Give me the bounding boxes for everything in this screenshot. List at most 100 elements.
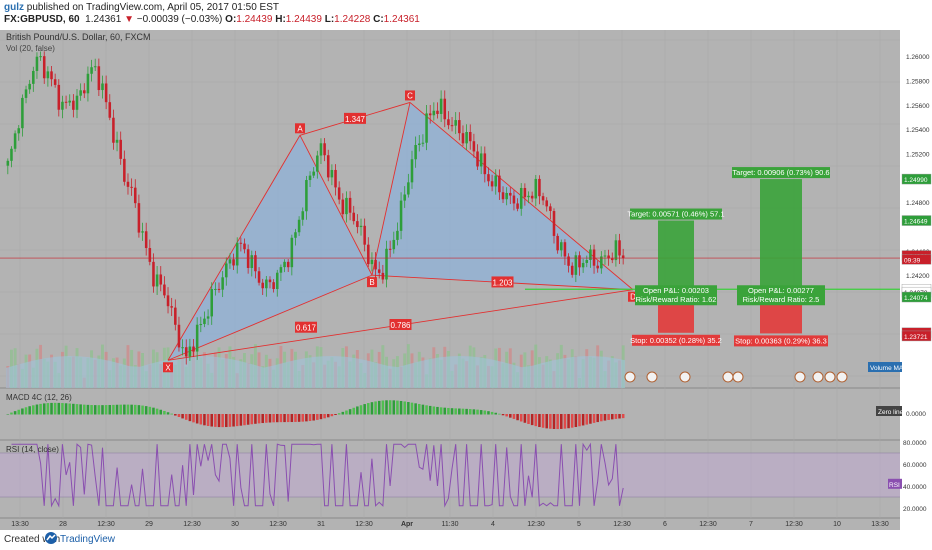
candle-body: [61, 101, 64, 110]
candle-body: [93, 66, 97, 68]
macd-bar: [228, 414, 232, 427]
price-candles: [6, 51, 625, 365]
candle-body: [428, 113, 432, 116]
pattern-line: [167, 135, 301, 361]
candle-body: [458, 120, 461, 134]
candle-body: [530, 195, 534, 199]
candle-body: [159, 274, 163, 285]
publish-info: published on TradingView.com, April 05, …: [26, 2, 279, 13]
time-axis-tick: 12:30: [97, 521, 115, 528]
macd-bar: [265, 414, 268, 423]
macd-bar: [272, 414, 275, 423]
pattern-point-marker: [628, 291, 638, 302]
macd-bar: [316, 414, 319, 420]
macd-bar: [312, 414, 315, 421]
candle-body: [414, 145, 417, 160]
macd-bar: [119, 404, 122, 415]
macd-bar: [141, 405, 144, 415]
macd-bar: [217, 414, 221, 428]
candle-body: [79, 90, 82, 96]
macd-bar: [133, 404, 137, 415]
macd-bar: [534, 414, 538, 427]
time-axis-labels[interactable]: 13:30 28 12:30 29 12:30 30 12:30 31 12:30 Apr 11:3…: [11, 521, 889, 528]
candle-body: [363, 225, 366, 245]
candle-body: [170, 306, 173, 308]
target-label: Target: 0.00906 (0.73%) 90.6: [732, 168, 829, 177]
macd-bar: [367, 403, 370, 415]
macd-bar: [603, 414, 607, 421]
high-value: 1.24439: [285, 14, 322, 25]
macd-bar: [370, 402, 374, 415]
macd-bar: [83, 404, 86, 415]
macd-bar: [225, 414, 228, 428]
candle-body: [272, 282, 275, 290]
pattern-ratio-label: 1.203: [492, 278, 513, 287]
candle-body: [130, 186, 133, 188]
macd-bar: [112, 404, 115, 415]
economic-event-icon: [812, 371, 824, 383]
position-tools[interactable]: Target: 0.00571 (0.46%) 57.1 Open P&L: 0.…: [0, 167, 900, 347]
price-level-tag: [901, 215, 932, 226]
time-axis-tick: 12:30: [699, 521, 717, 528]
rsi-line: [11, 442, 624, 508]
macd-bar: [509, 414, 512, 418]
candle-body: [600, 256, 603, 269]
time-axis-tick: 12:30: [785, 521, 803, 528]
candle-body: [505, 192, 508, 200]
candle-body: [501, 192, 505, 200]
macd-bar: [385, 400, 388, 415]
price-level-label: 1.24990: [904, 177, 928, 184]
candle-body: [265, 279, 268, 289]
macd-bar: [549, 414, 552, 429]
rsi-value-tag: [888, 478, 902, 489]
macd-bar: [188, 414, 192, 422]
candle-body: [312, 171, 315, 176]
event-icons[interactable]: [624, 371, 848, 383]
candle-body: [447, 119, 450, 126]
rsi-axis-tick: 60.0000: [903, 462, 927, 469]
symbol-name[interactable]: FX:GBPUSD, 60: [4, 14, 80, 25]
macd-bar: [184, 414, 188, 420]
macd-bar: [578, 414, 581, 427]
candle-body: [243, 243, 246, 250]
pattern-ratio-box: [295, 321, 317, 333]
candle-body: [541, 196, 545, 201]
macd-bar: [195, 414, 199, 424]
macd-bar: [261, 414, 264, 424]
candle-body: [42, 56, 46, 79]
pattern-point-label: C: [407, 91, 413, 100]
candle-body: [483, 153, 487, 175]
macd-bar: [279, 414, 283, 423]
candle-body: [181, 347, 184, 349]
macd-bar: [443, 407, 447, 415]
price-level-tag: [901, 330, 932, 342]
volume-pane-title: Vol (20, false): [6, 44, 55, 53]
time-axis-tick: Apr: [401, 521, 413, 528]
macd-bar: [206, 414, 210, 426]
macd-bar: [93, 405, 97, 415]
candle-body: [275, 272, 279, 290]
chart-canvas[interactable]: X A B C D 0.617 1.347 1.203 0.786 Target: 0.0057…: [0, 30, 932, 530]
macd-axis-tick: 0.0000: [906, 411, 926, 418]
price-axis-labels[interactable]: 1.26000 1.25800 1.25600 1.25400 1.25200 1.248…: [868, 54, 932, 513]
macd-bar: [170, 413, 173, 415]
macd-bar: [35, 404, 39, 415]
macd-bar: [345, 410, 348, 415]
author-link[interactable]: gulz: [4, 2, 24, 13]
macd-bar: [28, 406, 31, 415]
candle-body: [316, 155, 319, 172]
rsi-pane-title: RSI (14, close): [6, 445, 59, 454]
low-label: L:: [324, 14, 335, 25]
macd-bar: [461, 408, 465, 415]
macd-bar: [414, 403, 417, 415]
candle-body: [545, 200, 548, 207]
candle-body: [610, 258, 614, 261]
open-pnl-label: Open P&L: 0.00277: [748, 286, 814, 295]
macd-bar: [301, 414, 305, 422]
volume-ma-area: [6, 356, 625, 388]
economic-event-icon: [624, 371, 636, 383]
tradingview-brand-link[interactable]: TradingView: [60, 534, 116, 545]
economic-event-icon: [646, 371, 658, 383]
time-axis-tick: 13:30: [11, 521, 29, 528]
economic-event-icon: [679, 371, 691, 383]
